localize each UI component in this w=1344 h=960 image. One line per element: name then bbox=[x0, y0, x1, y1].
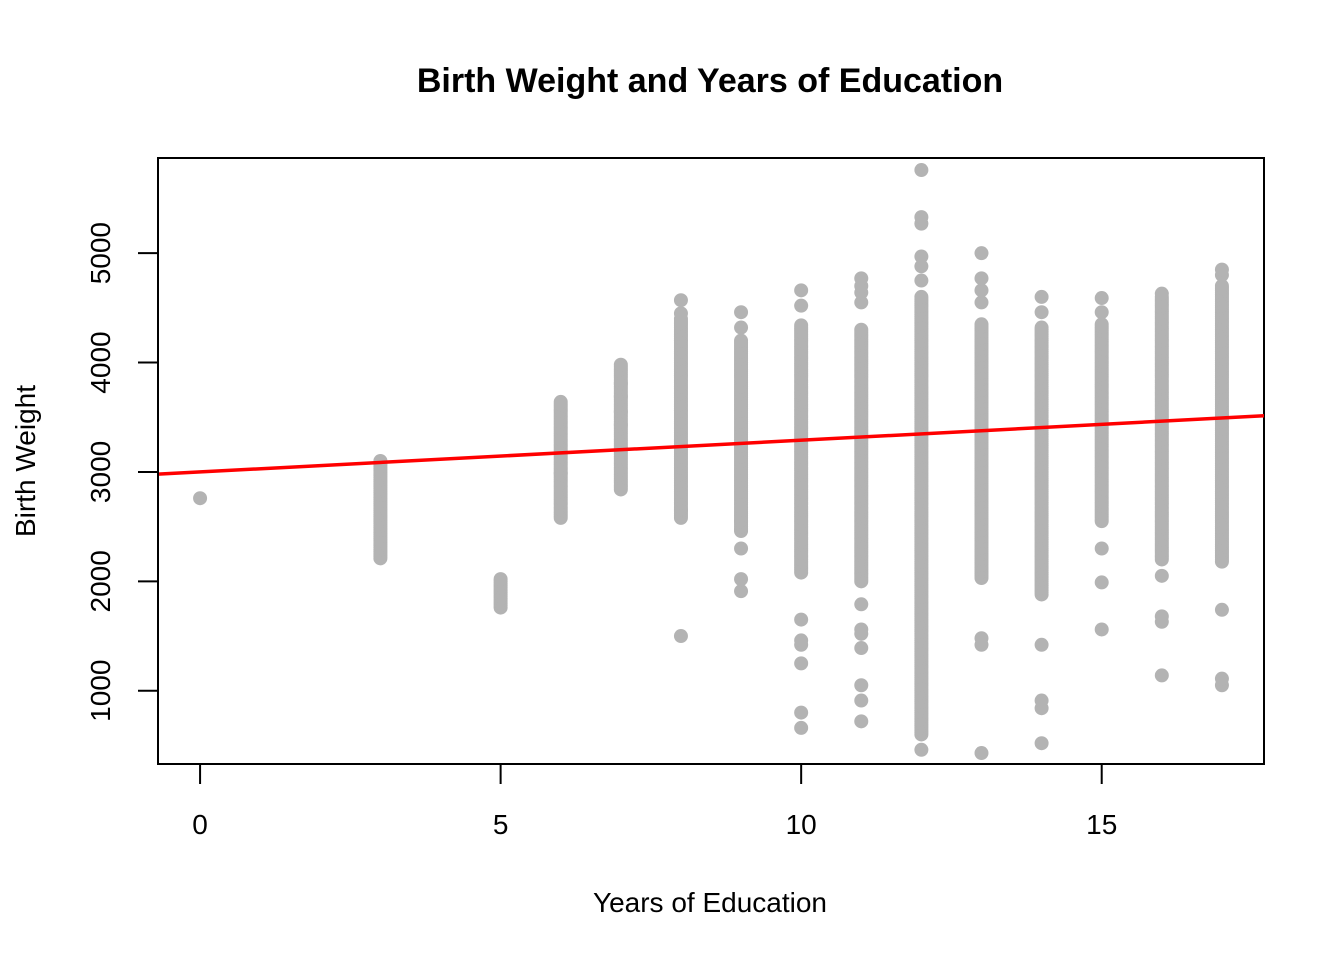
x-tick-label: 15 bbox=[1086, 809, 1117, 840]
data-point bbox=[914, 259, 929, 274]
y-tick-label: 4000 bbox=[85, 331, 116, 393]
data-point bbox=[613, 357, 628, 372]
data-point bbox=[854, 597, 869, 612]
data-point bbox=[493, 572, 508, 587]
data-point bbox=[1154, 609, 1169, 624]
data-point bbox=[914, 273, 929, 288]
data-point bbox=[974, 746, 989, 761]
data-point bbox=[1214, 602, 1229, 617]
data-point bbox=[1154, 286, 1169, 301]
data-point bbox=[1214, 671, 1229, 686]
data-point bbox=[794, 298, 809, 313]
data-point bbox=[794, 656, 809, 671]
y-tick-label: 5000 bbox=[85, 222, 116, 284]
data-point bbox=[854, 622, 869, 637]
data-point bbox=[1094, 541, 1109, 556]
data-point bbox=[1094, 622, 1109, 637]
data-point bbox=[1154, 668, 1169, 683]
data-point bbox=[734, 333, 749, 348]
data-point bbox=[1034, 320, 1049, 335]
data-point bbox=[854, 714, 869, 729]
data-point bbox=[914, 289, 929, 304]
data-point bbox=[1094, 317, 1109, 332]
data-point bbox=[974, 283, 989, 298]
data-point bbox=[734, 584, 749, 599]
data-point bbox=[974, 246, 989, 261]
data-point bbox=[673, 293, 688, 308]
y-tick-label: 2000 bbox=[85, 550, 116, 612]
y-tick-label: 3000 bbox=[85, 441, 116, 503]
data-point bbox=[974, 317, 989, 332]
data-point bbox=[1034, 305, 1049, 320]
data-point bbox=[734, 305, 749, 320]
data-point bbox=[854, 693, 869, 708]
data-point bbox=[1214, 278, 1229, 293]
data-point bbox=[734, 541, 749, 556]
data-point bbox=[794, 612, 809, 627]
data-point bbox=[854, 271, 869, 286]
data-point bbox=[914, 163, 929, 178]
data-point bbox=[974, 295, 989, 310]
data-point bbox=[974, 271, 989, 286]
data-point bbox=[193, 491, 208, 506]
data-point bbox=[1034, 736, 1049, 751]
data-point bbox=[914, 742, 929, 757]
x-axis-label: Years of Education bbox=[593, 887, 827, 918]
data-point bbox=[1034, 693, 1049, 708]
data-point bbox=[794, 705, 809, 720]
data-point bbox=[673, 306, 688, 321]
data-point bbox=[794, 720, 809, 735]
data-point bbox=[974, 631, 989, 646]
data-point bbox=[854, 641, 869, 656]
data-points bbox=[193, 163, 1229, 761]
data-point bbox=[1154, 568, 1169, 583]
data-point bbox=[1034, 637, 1049, 652]
data-point bbox=[854, 322, 869, 337]
data-point bbox=[734, 572, 749, 587]
data-point bbox=[1034, 289, 1049, 304]
y-axis: 1000 2000 3000 4000 5000 bbox=[85, 222, 159, 722]
data-point bbox=[854, 678, 869, 693]
data-point bbox=[794, 633, 809, 648]
data-point bbox=[1094, 305, 1109, 320]
data-point bbox=[854, 295, 869, 310]
data-point bbox=[914, 249, 929, 264]
x-axis: 0 5 10 15 bbox=[192, 763, 1117, 840]
data-point bbox=[1094, 575, 1109, 590]
y-axis-label: Birth Weight bbox=[10, 385, 41, 537]
x-tick-label: 0 bbox=[192, 809, 208, 840]
regression-line bbox=[157, 414, 1265, 476]
data-point bbox=[914, 210, 929, 225]
data-point bbox=[1214, 262, 1229, 277]
data-point bbox=[553, 394, 568, 409]
y-tick-label: 1000 bbox=[85, 660, 116, 722]
data-point bbox=[673, 629, 688, 644]
x-tick-label: 10 bbox=[786, 809, 817, 840]
chart-title: Birth Weight and Years of Education bbox=[417, 62, 1003, 100]
data-point bbox=[794, 283, 809, 298]
data-point bbox=[734, 320, 749, 335]
data-point bbox=[794, 318, 809, 333]
x-tick-label: 5 bbox=[493, 809, 509, 840]
data-point bbox=[1094, 291, 1109, 306]
